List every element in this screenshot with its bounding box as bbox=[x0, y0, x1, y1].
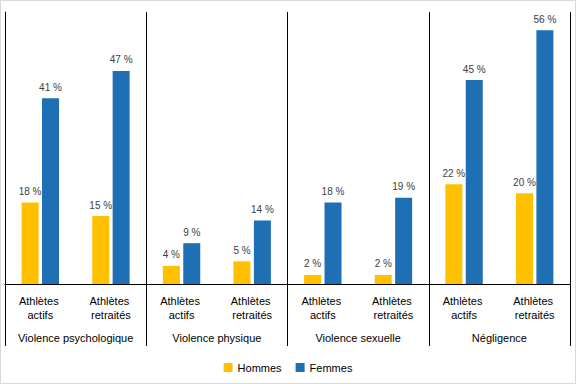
svg-text:actifs: actifs bbox=[451, 309, 477, 321]
svg-text:15 %: 15 % bbox=[89, 200, 112, 211]
svg-text:Athlètes: Athlètes bbox=[90, 295, 133, 307]
svg-text:Hommes: Hommes bbox=[238, 362, 283, 374]
svg-text:Athlètes: Athlètes bbox=[372, 295, 415, 307]
svg-text:retraités: retraités bbox=[374, 309, 414, 321]
svg-text:4 %: 4 % bbox=[163, 249, 180, 260]
svg-text:Athlètes: Athlètes bbox=[160, 295, 203, 307]
svg-text:actifs: actifs bbox=[27, 309, 53, 321]
svg-text:41 %: 41 % bbox=[39, 82, 62, 93]
svg-text:Athlètes: Athlètes bbox=[231, 295, 274, 307]
svg-text:Athlètes: Athlètes bbox=[443, 295, 486, 307]
svg-text:22 %: 22 % bbox=[442, 168, 465, 179]
svg-text:20 %: 20 % bbox=[513, 177, 536, 188]
svg-text:actifs: actifs bbox=[169, 309, 195, 321]
svg-text:Athlètes: Athlètes bbox=[513, 295, 556, 307]
svg-text:18 %: 18 % bbox=[322, 186, 345, 197]
svg-text:retraités: retraités bbox=[515, 309, 555, 321]
svg-text:Athlètes: Athlètes bbox=[301, 295, 344, 307]
svg-text:56 %: 56 % bbox=[533, 14, 556, 25]
svg-text:19 %: 19 % bbox=[392, 181, 415, 192]
svg-text:2 %: 2 % bbox=[375, 258, 392, 269]
svg-text:14 %: 14 % bbox=[251, 204, 274, 215]
svg-text:retraités: retraités bbox=[232, 309, 272, 321]
svg-text:Violence psychologique: Violence psychologique bbox=[18, 332, 133, 344]
svg-text:45 %: 45 % bbox=[463, 64, 486, 75]
svg-text:Athlètes: Athlètes bbox=[19, 295, 62, 307]
svg-text:Femmes: Femmes bbox=[310, 362, 353, 374]
svg-text:9 %: 9 % bbox=[183, 227, 200, 238]
svg-text:Violence physique: Violence physique bbox=[172, 332, 261, 344]
svg-text:5 %: 5 % bbox=[233, 245, 250, 256]
svg-text:2 %: 2 % bbox=[304, 258, 321, 269]
svg-text:Négligence: Négligence bbox=[472, 332, 527, 344]
svg-text:retraités: retraités bbox=[91, 309, 131, 321]
svg-text:18 %: 18 % bbox=[19, 186, 42, 197]
svg-text:actifs: actifs bbox=[310, 309, 336, 321]
svg-text:47 %: 47 % bbox=[110, 54, 133, 65]
svg-text:Violence sexuelle: Violence sexuelle bbox=[315, 332, 400, 344]
